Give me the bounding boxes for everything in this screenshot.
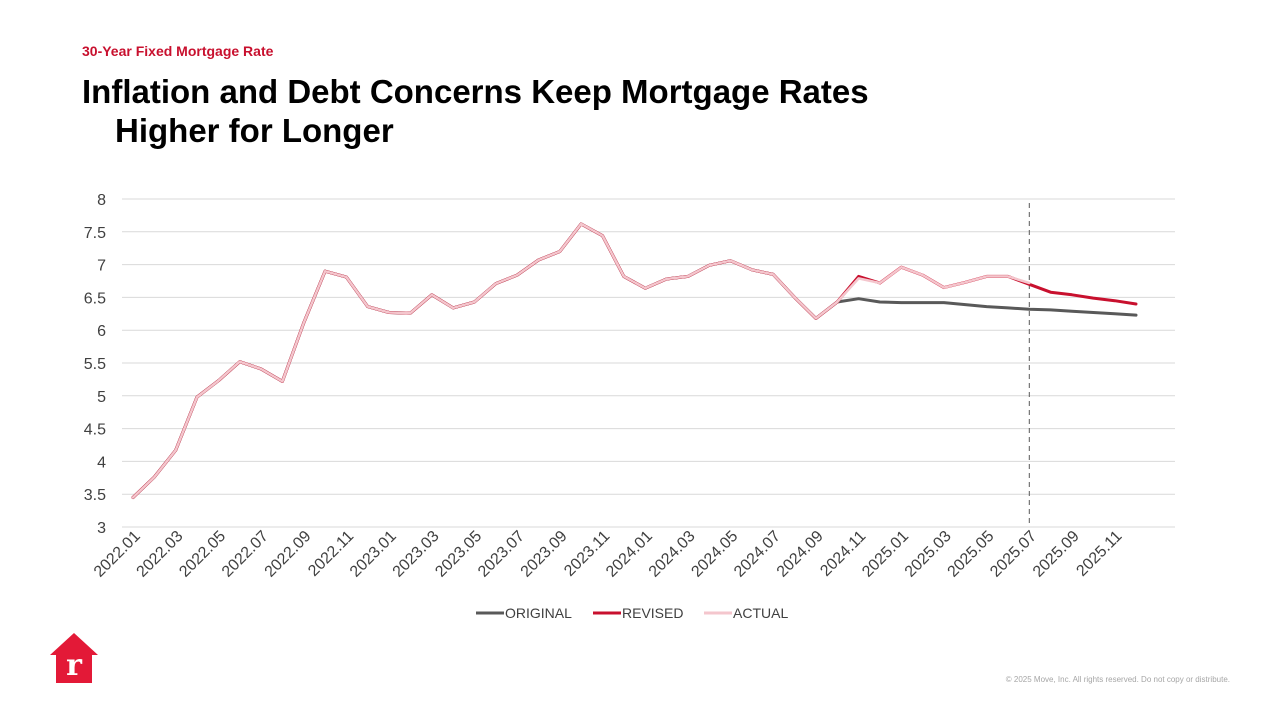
y-tick-label: 6.5 bbox=[84, 290, 106, 307]
y-tick-label: 5 bbox=[97, 389, 106, 406]
y-tick-label: 4 bbox=[97, 454, 106, 471]
x-tick-label: 2023.09 bbox=[518, 528, 571, 581]
y-tick-label: 5.5 bbox=[84, 356, 106, 373]
legend-label-original: ORIGINAL bbox=[505, 605, 572, 621]
legend-label-revised: REVISED bbox=[622, 605, 683, 621]
x-tick-label: 2025.05 bbox=[945, 528, 998, 581]
y-tick-label: 7.5 bbox=[84, 225, 106, 242]
x-tick-label: 2025.09 bbox=[1030, 528, 1083, 581]
x-tick-label: 2025.03 bbox=[902, 528, 955, 581]
x-tick-label: 2025.07 bbox=[987, 528, 1040, 581]
copyright-notice: © 2025 Move, Inc. All rights reserved. D… bbox=[1005, 675, 1230, 684]
x-tick-label: 2022.09 bbox=[262, 528, 315, 581]
x-tick-label: 2023.03 bbox=[390, 528, 443, 581]
y-tick-label: 3.5 bbox=[84, 487, 106, 504]
y-tick-label: 3 bbox=[97, 520, 106, 537]
x-tick-label: 2024.05 bbox=[688, 528, 741, 581]
x-tick-label: 2024.03 bbox=[646, 528, 699, 581]
svg-text:r: r bbox=[66, 648, 83, 683]
y-tick-label: 4.5 bbox=[84, 422, 106, 439]
page-title: Inflation and Debt Concerns Keep Mortgag… bbox=[82, 72, 869, 150]
x-tick-label: 2022.03 bbox=[134, 528, 187, 581]
legend-label-actual: ACTUAL bbox=[733, 605, 788, 621]
realtor-logo-icon: r bbox=[50, 633, 98, 683]
x-tick-label: 2025.11 bbox=[1073, 528, 1125, 580]
page-title-line-2: Higher for Longer bbox=[115, 112, 394, 149]
x-tick-label: 2023.07 bbox=[475, 528, 528, 581]
y-tick-label: 7 bbox=[97, 258, 106, 275]
x-tick-label: 2023.01 bbox=[347, 528, 400, 581]
x-tick-label: 2022.07 bbox=[219, 528, 272, 581]
y-tick-label: 8 bbox=[97, 192, 106, 209]
x-tick-label: 2025.01 bbox=[859, 528, 912, 581]
x-tick-label: 2023.05 bbox=[432, 528, 485, 581]
x-tick-label: 2024.07 bbox=[731, 528, 784, 581]
x-tick-label: 2022.05 bbox=[176, 528, 229, 581]
y-tick-label: 6 bbox=[97, 323, 106, 340]
x-tick-label: 2024.01 bbox=[603, 528, 656, 581]
x-tick-label: 2024.09 bbox=[774, 528, 827, 581]
series-line-actual bbox=[131, 222, 1031, 499]
line-chart: 33.544.555.566.577.582022.012022.032022.… bbox=[84, 192, 1175, 621]
page-title-line-1: Inflation and Debt Concerns Keep Mortgag… bbox=[82, 73, 869, 110]
chart-eyebrow: 30-Year Fixed Mortgage Rate bbox=[82, 43, 274, 59]
